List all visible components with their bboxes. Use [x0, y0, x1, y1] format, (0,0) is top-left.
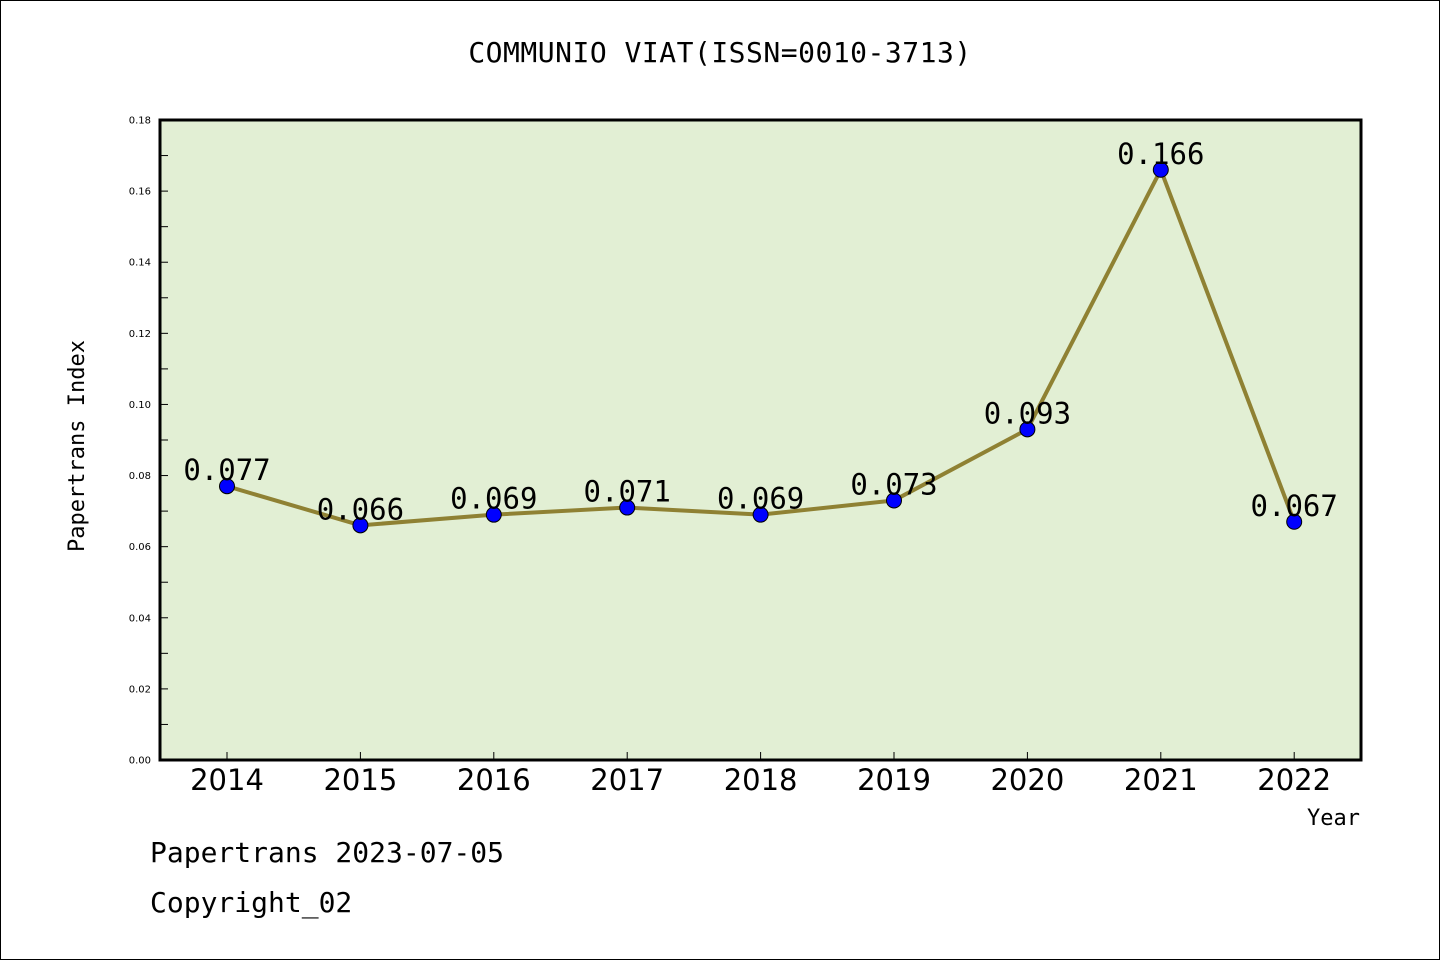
y-tick-label: 0.12 [129, 329, 151, 340]
y-tick-label: 0.14 [129, 258, 151, 269]
data-point-marker [1286, 513, 1303, 530]
data-point-marker [219, 478, 235, 495]
x-tick-label: 2016 [457, 763, 531, 797]
data-point-marker [485, 506, 502, 523]
data-label: 0.069 [717, 482, 804, 516]
y-tick-label: 0.10 [129, 400, 151, 411]
y-tick-label: 0.16 [129, 187, 151, 198]
chart-title: COMMUNIO VIAT(ISSN=0010-3713) [468, 36, 972, 69]
x-tick-label: 2020 [990, 763, 1064, 797]
data-point-marker [352, 517, 369, 534]
x-tick-label: 2018 [724, 763, 798, 797]
y-tick-label: 0.02 [129, 684, 151, 695]
x-tick-label: 2014 [190, 763, 264, 797]
y-tick-label: 0.08 [129, 471, 151, 482]
data-label: 0.166 [1117, 137, 1204, 171]
footer-copyright: Copyright_02 [150, 886, 353, 919]
data-point-marker [886, 492, 902, 509]
y-tick-label: 0.00 [129, 756, 151, 767]
y-axis-label: Papertrans Index [65, 340, 90, 552]
data-label: 0.067 [1251, 489, 1338, 523]
x-tick-label: 2015 [323, 763, 397, 797]
data-point-marker [1019, 421, 1036, 438]
x-tick-label: 2021 [1124, 763, 1198, 797]
data-label: 0.069 [450, 482, 537, 516]
plot-area [158, 118, 1363, 762]
x-tick-label: 2022 [1257, 763, 1331, 797]
data-label: 0.073 [850, 467, 937, 501]
data-label: 0.066 [317, 492, 404, 526]
y-tick-label: 0.04 [129, 613, 151, 624]
y-tick-label: 0.06 [129, 542, 151, 553]
data-label: 0.093 [984, 396, 1071, 430]
y-tick-label: 0.18 [129, 116, 151, 127]
data-point-marker [1152, 161, 1169, 178]
footer-date: Papertrans 2023-07-05 [150, 836, 505, 869]
data-point-marker [752, 506, 769, 523]
x-tick-label: 2019 [857, 763, 931, 797]
x-tick-label: 2017 [590, 763, 664, 797]
data-point-marker [619, 499, 636, 516]
x-axis-label: Year [1307, 806, 1360, 831]
data-label: 0.077 [183, 453, 270, 487]
data-label: 0.071 [584, 475, 671, 509]
